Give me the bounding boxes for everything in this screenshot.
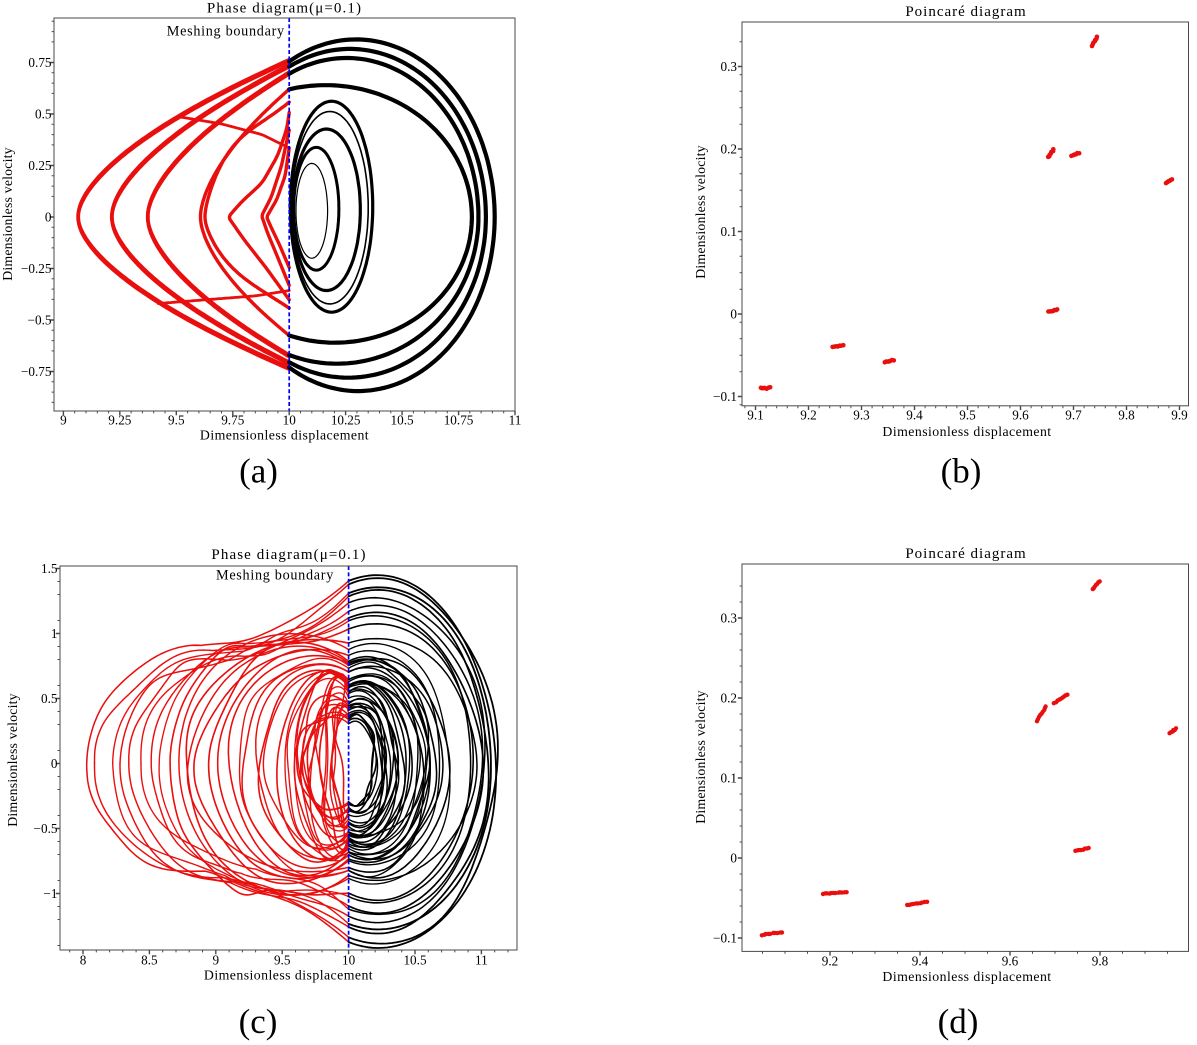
svg-text:0.75: 0.75 [28, 55, 51, 70]
svg-text:11: 11 [509, 412, 522, 427]
svg-text:0: 0 [51, 756, 58, 771]
svg-text:(d): (d) [938, 1002, 979, 1041]
svg-text:10.25: 10.25 [331, 412, 361, 427]
svg-text:1: 1 [51, 626, 58, 641]
svg-text:10.5: 10.5 [391, 412, 414, 427]
svg-text:0.2: 0.2 [721, 142, 737, 157]
svg-text:0.1: 0.1 [721, 771, 737, 786]
svg-text:0: 0 [45, 210, 52, 225]
svg-text:9.5: 9.5 [959, 407, 976, 422]
svg-text:9.1: 9.1 [747, 407, 763, 422]
svg-text:(c): (c) [239, 1002, 278, 1041]
svg-text:Dimensionless displacement: Dimensionless displacement [204, 968, 373, 983]
svg-text:11: 11 [475, 952, 488, 967]
svg-text:10: 10 [283, 412, 297, 427]
svg-text:9: 9 [213, 952, 220, 967]
svg-text:−0.75: −0.75 [21, 364, 52, 379]
svg-text:Dimensionless velocity: Dimensionless velocity [5, 693, 20, 827]
svg-text:−0.1: −0.1 [713, 931, 737, 946]
svg-text:10: 10 [342, 952, 356, 967]
svg-text:−1: −1 [43, 886, 57, 901]
svg-text:−0.1: −0.1 [713, 389, 737, 404]
svg-text:−0.5: −0.5 [34, 821, 58, 836]
svg-text:9.25: 9.25 [108, 412, 131, 427]
svg-text:9.9: 9.9 [1171, 407, 1188, 422]
svg-text:Dimensionless displacement: Dimensionless displacement [882, 424, 1051, 439]
svg-text:9.2: 9.2 [800, 407, 816, 422]
svg-text:9.7: 9.7 [1065, 407, 1082, 422]
svg-text:0: 0 [730, 307, 737, 322]
svg-text:Dimensionless velocity: Dimensionless velocity [693, 145, 708, 279]
svg-text:0.3: 0.3 [721, 611, 738, 626]
svg-text:Poincaré diagram: Poincaré diagram [905, 4, 1026, 20]
svg-text:1.5: 1.5 [41, 561, 58, 576]
svg-text:Phase diagram(μ=0.1): Phase diagram(μ=0.1) [207, 1, 362, 17]
svg-text:9.75: 9.75 [221, 412, 244, 427]
svg-text:9.5: 9.5 [274, 952, 291, 967]
svg-text:9.4: 9.4 [912, 954, 929, 969]
svg-text:8.5: 8.5 [141, 952, 158, 967]
svg-text:0.25: 0.25 [28, 158, 51, 173]
svg-text:Dimensionless displacement: Dimensionless displacement [882, 969, 1051, 984]
svg-text:Phase diagram(μ=0.1): Phase diagram(μ=0.1) [211, 547, 366, 563]
svg-text:−0.5: −0.5 [28, 313, 52, 328]
svg-text:0.5: 0.5 [35, 107, 52, 122]
svg-text:Dimensionless velocity: Dimensionless velocity [0, 147, 15, 281]
svg-text:Poincaré diagram: Poincaré diagram [905, 546, 1026, 562]
svg-text:−0.25: −0.25 [21, 261, 52, 276]
svg-text:(a): (a) [239, 452, 278, 491]
svg-text:0: 0 [730, 851, 737, 866]
svg-text:9.2: 9.2 [822, 954, 838, 969]
svg-text:9.8: 9.8 [1118, 407, 1135, 422]
svg-text:9.5: 9.5 [168, 412, 185, 427]
svg-text:Dimensionless velocity: Dimensionless velocity [693, 690, 708, 824]
svg-text:9.8: 9.8 [1092, 954, 1109, 969]
svg-text:8: 8 [80, 952, 87, 967]
svg-text:9.4: 9.4 [906, 407, 923, 422]
svg-text:10.5: 10.5 [403, 952, 426, 967]
svg-text:(b): (b) [941, 452, 982, 491]
svg-text:Dimensionless displacement: Dimensionless displacement [200, 428, 369, 443]
svg-text:9: 9 [60, 412, 67, 427]
svg-text:0.1: 0.1 [721, 224, 737, 239]
svg-text:Meshing boundary: Meshing boundary [216, 567, 334, 583]
svg-text:0.2: 0.2 [721, 691, 737, 706]
svg-text:10.75: 10.75 [444, 412, 474, 427]
svg-text:Meshing boundary: Meshing boundary [167, 24, 285, 40]
svg-text:9.6: 9.6 [1002, 954, 1019, 969]
svg-text:9.3: 9.3 [853, 407, 870, 422]
svg-text:0.3: 0.3 [721, 59, 738, 74]
svg-text:0.5: 0.5 [41, 691, 58, 706]
svg-text:9.6: 9.6 [1012, 407, 1029, 422]
